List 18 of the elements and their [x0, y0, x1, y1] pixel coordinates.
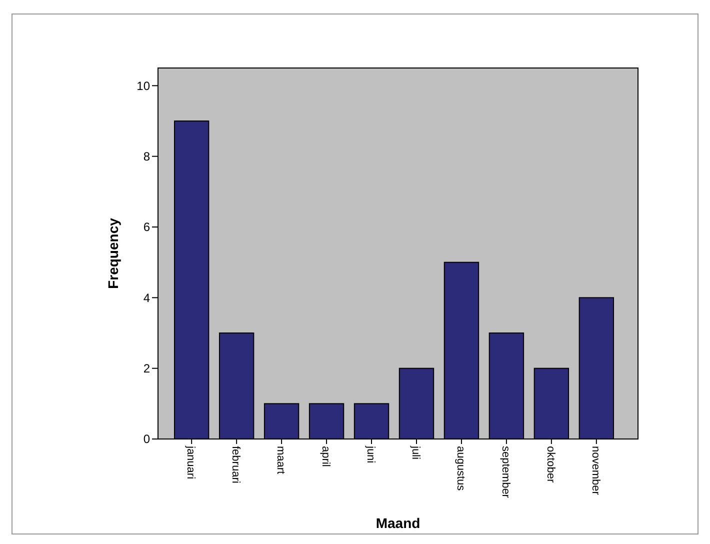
x-tick-label: juni — [364, 445, 377, 464]
x-tick-label: oktober — [544, 446, 557, 484]
y-tick-label: 4 — [143, 290, 150, 305]
x-tick-label: juli — [410, 445, 422, 460]
y-axis-title: Frequency — [105, 218, 121, 289]
x-tick-label: november — [590, 446, 602, 496]
x-tick-label: augustus — [454, 446, 467, 492]
y-tick-label: 8 — [143, 150, 150, 164]
y-tick-label: 2 — [143, 362, 150, 376]
y-tick-label: 10 — [136, 78, 150, 93]
x-tick-label: september — [500, 446, 512, 498]
x-tick-label: januari — [184, 445, 197, 480]
x-tick-label: maart — [274, 446, 287, 474]
x-axis-title: Maand — [376, 515, 420, 531]
x-tick-label: april — [320, 446, 332, 467]
x-tick-label: februari — [230, 446, 242, 484]
y-tick-label: 0 — [143, 432, 150, 446]
y-tick-label: 6 — [143, 220, 150, 234]
